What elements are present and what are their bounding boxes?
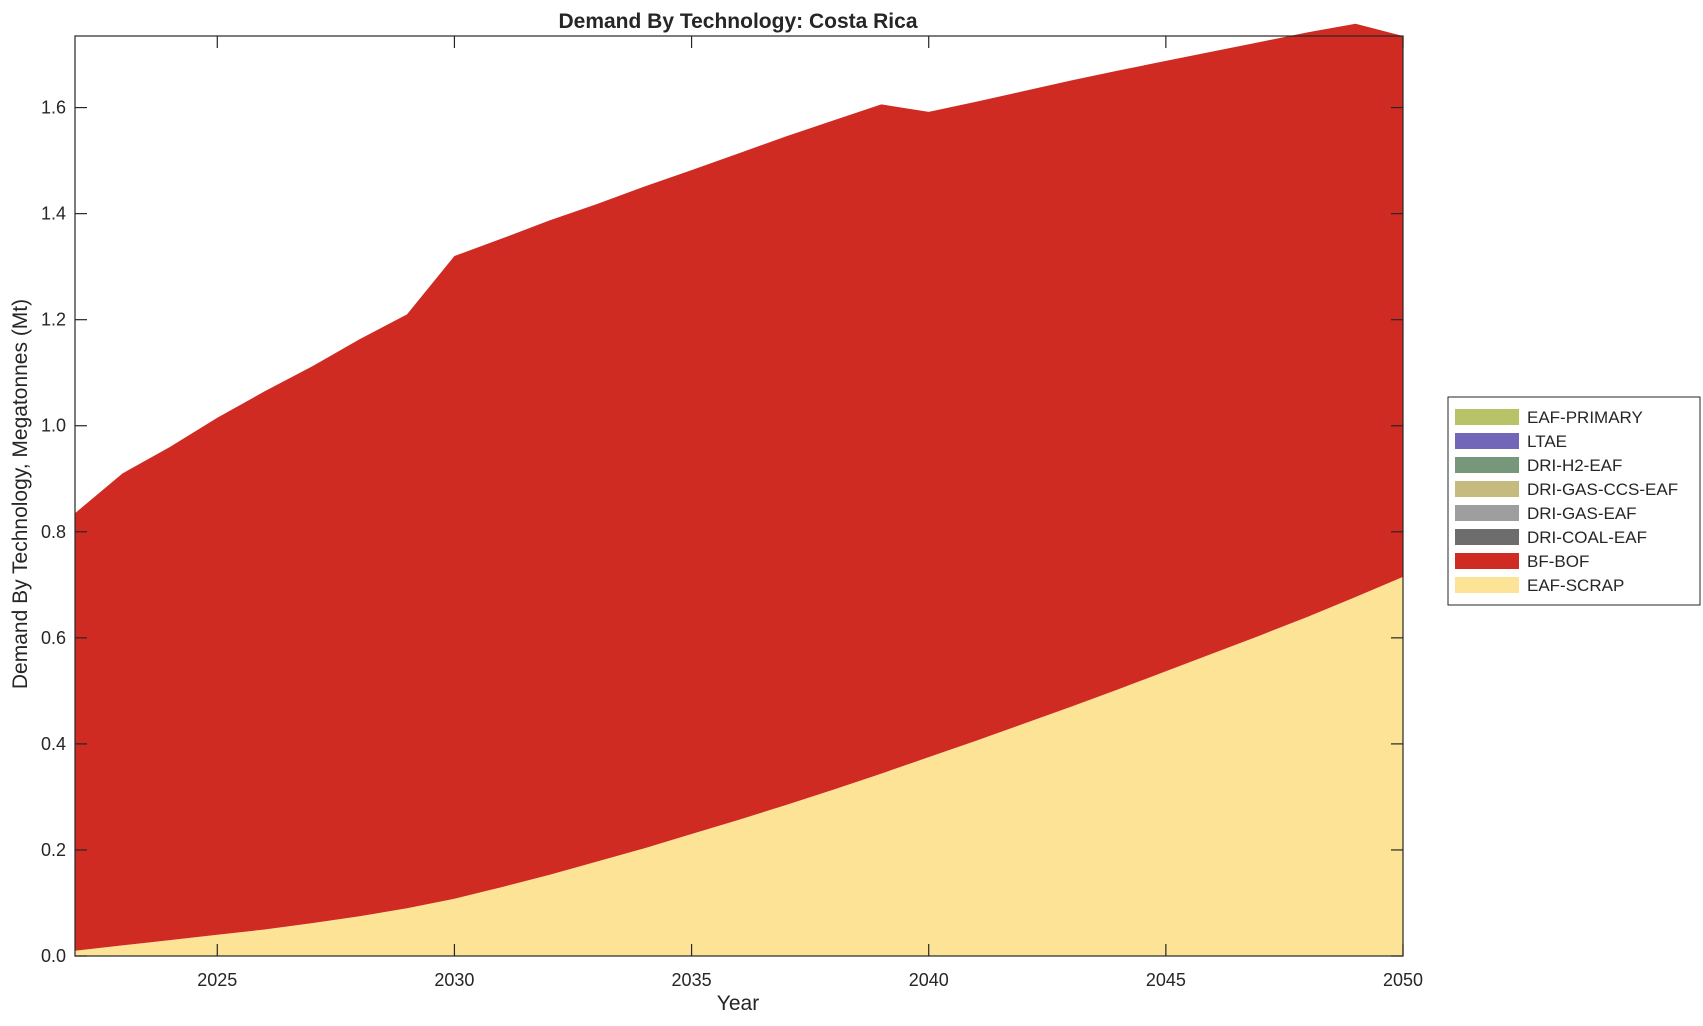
legend-swatch-eaf-scrap	[1455, 577, 1519, 593]
legend-swatch-dri-gas-eaf	[1455, 505, 1519, 521]
legend-label-eaf-scrap: EAF-SCRAP	[1527, 576, 1624, 595]
y-axis-label: Demand By Technology, Megatonnes (Mt)	[9, 299, 32, 689]
x-tick-label: 2045	[1146, 970, 1186, 990]
area-eaf-scrap	[75, 576, 1403, 956]
legend-swatch-dri-h2-eaf	[1455, 457, 1519, 473]
legend-label-eaf-primary: EAF-PRIMARY	[1527, 408, 1643, 427]
y-tick-label: 0.8	[41, 522, 66, 542]
legend-swatch-dri-coal-eaf	[1455, 529, 1519, 545]
legend-label-bf-bof: BF-BOF	[1527, 552, 1589, 571]
plot-frame	[74, 35, 1404, 957]
x-axis-label: Year	[717, 992, 759, 1015]
legend-swatch-bf-bof	[1455, 553, 1519, 569]
legend-label-ltae: LTAE	[1527, 432, 1567, 451]
legend-box	[1447, 396, 1701, 606]
x-tick-label: 2050	[1383, 970, 1423, 990]
areas-layer	[75, 23, 1403, 956]
x-tick-label: 2025	[197, 970, 237, 990]
area-bf-bof	[75, 23, 1403, 951]
legend-label-dri-gas-eaf: DRI-GAS-EAF	[1527, 504, 1637, 523]
x-tick-label: 2035	[672, 970, 712, 990]
y-tick-label: 1.0	[41, 416, 66, 436]
y-tick-label: 1.6	[41, 98, 66, 118]
legend-swatch-dri-gas-ccs-eaf	[1455, 481, 1519, 497]
y-tick-label: 0.6	[41, 628, 66, 648]
legend-swatch-eaf-primary	[1455, 409, 1519, 425]
x-tick-label: 2030	[434, 970, 474, 990]
legend-label-dri-h2-eaf: DRI-H2-EAF	[1527, 456, 1622, 475]
axes-layer: 2025 2030 2035 2040 2045 2050 0.0 0.2 0.4 0.6 0.8 1…	[41, 35, 1423, 990]
y-tick-label: 1.2	[41, 310, 66, 330]
legend: EAF-PRIMARY LTAE DRI-H2-EAF DRI-GAS-CCS-EAF…	[1447, 396, 1701, 606]
chart-title: Demand By Technology: Costa Rica	[558, 10, 917, 33]
y-tick-label: 0.0	[41, 946, 66, 966]
x-tick-label: 2040	[909, 970, 949, 990]
y-tick-label: 0.4	[41, 734, 66, 754]
y-tick-label: 0.2	[41, 840, 66, 860]
legend-label-dri-coal-eaf: DRI-COAL-EAF	[1527, 528, 1647, 547]
legend-label-dri-gas-ccs-eaf: DRI-GAS-CCS-EAF	[1527, 480, 1678, 499]
legend-swatch-ltae	[1455, 433, 1519, 449]
y-tick-label: 1.4	[41, 204, 66, 224]
